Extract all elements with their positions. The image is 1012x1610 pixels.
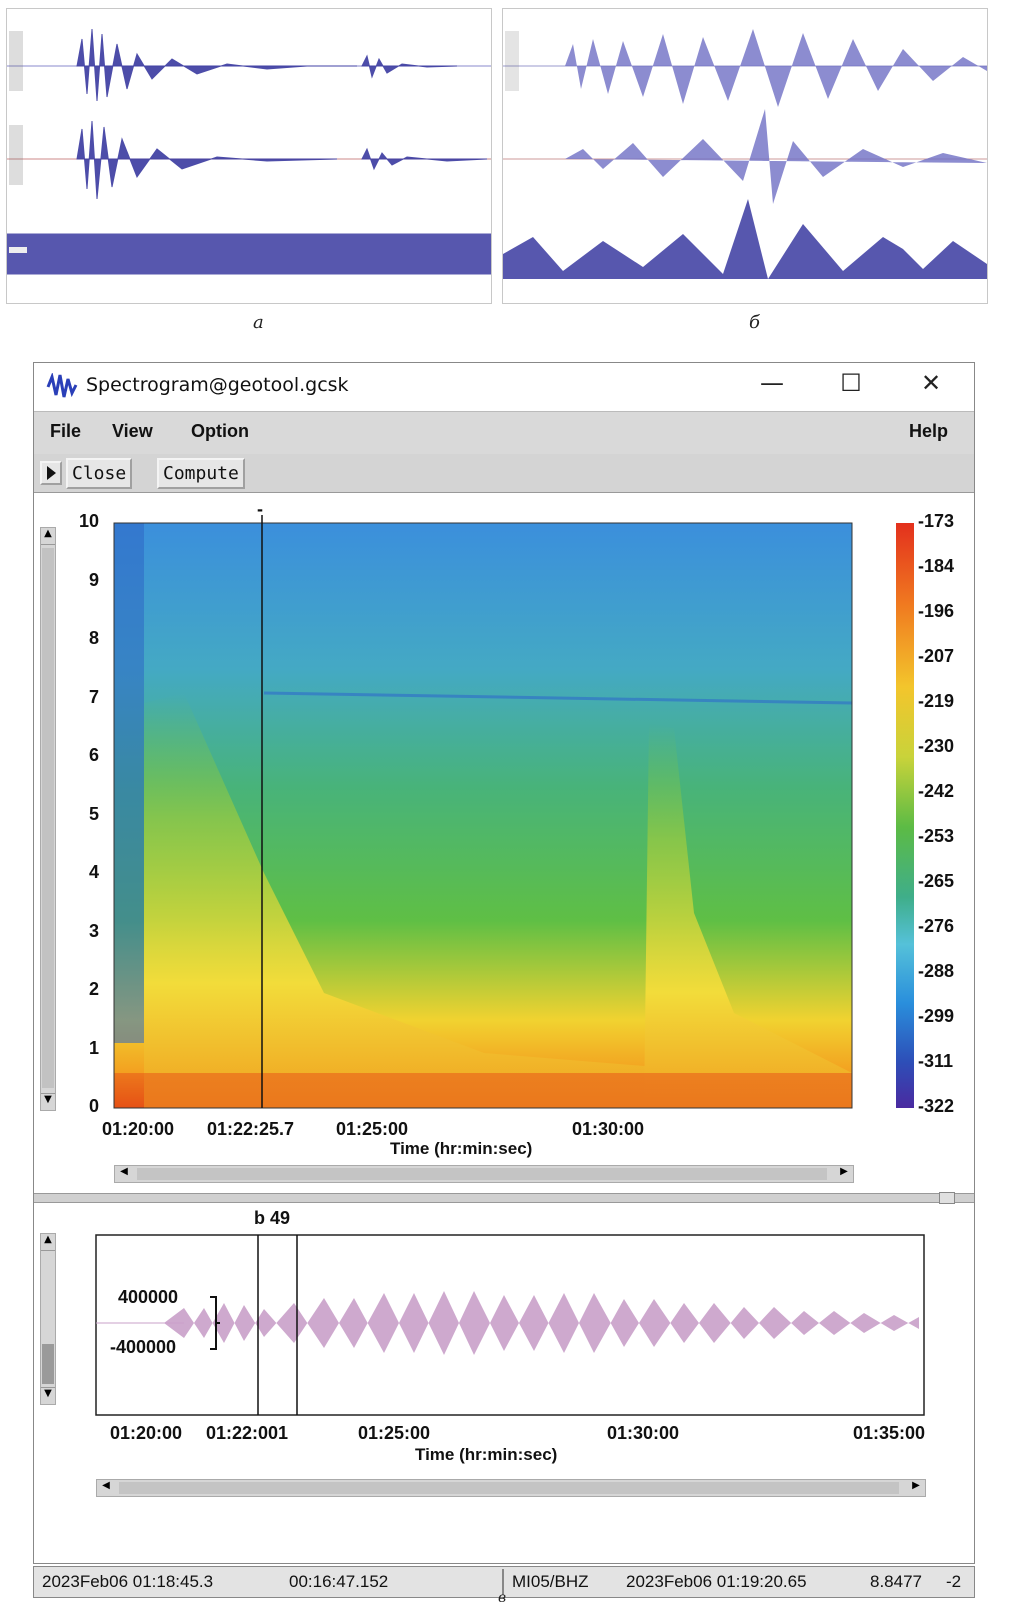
close-button[interactable]: Close (66, 458, 133, 489)
colorbar-label-12: -311 (918, 1051, 954, 1071)
maximize-button[interactable]: ☐ (840, 369, 862, 397)
window-title: Spectrogram@geotool.gcsk (86, 374, 349, 396)
scroll-right-icon[interactable]: ▶ (840, 1166, 848, 1177)
play-arrow-icon[interactable] (40, 461, 62, 485)
status-station: MI05/BHZ (512, 1572, 589, 1591)
spec-xtick-2: 01:22:25.7 (207, 1119, 295, 1139)
spec-ytick-7: 7 (89, 687, 100, 707)
menu-option[interactable]: Option (191, 421, 249, 441)
spec-ytick-3: 3 (89, 921, 100, 941)
wave-scroll-right-icon[interactable]: ▶ (912, 1480, 920, 1491)
spectrogram-vscroll[interactable]: ▲ ▼ (40, 527, 56, 1111)
sash-handle[interactable] (939, 1192, 955, 1204)
wave-xtick-4: 01:30:00 (607, 1423, 680, 1443)
wave-scroll-left-icon[interactable]: ◀ (102, 1480, 110, 1491)
title-bar[interactable]: Spectrogram@geotool.gcsk — ☐ ✕ (34, 363, 974, 411)
spectrogram-plot (113, 515, 914, 1109)
menu-view[interactable]: View (112, 421, 153, 441)
seismogram-panel-a (6, 8, 492, 304)
menu-bar: File View Option Help (34, 411, 974, 455)
spec-ytick-2: 2 (89, 979, 100, 999)
colorbar-label-3: -207 (918, 646, 955, 666)
scroll-down-icon[interactable]: ▼ (41, 1093, 55, 1110)
spec-ytick-1: 1 (89, 1038, 100, 1058)
seismogram-b-traces (503, 29, 987, 279)
status-value: 8.8477 (870, 1572, 922, 1591)
spec-xlabel: Time (hr:min:sec) (390, 1139, 533, 1158)
menu-file[interactable]: File (50, 421, 82, 441)
colorbar-label-2: -196 (918, 601, 955, 621)
wave-xlabel: Time (hr:min:sec) (415, 1445, 558, 1464)
pane-divider[interactable] (34, 1192, 974, 1204)
spec-ytick-0: 0 (89, 1096, 100, 1116)
wave-xtick-2: 01:22:001 (206, 1423, 289, 1443)
colorbar-label-13: -322 (918, 1096, 955, 1116)
menu-help[interactable]: Help (909, 421, 949, 441)
wave-xtick-3: 01:25:00 (358, 1423, 431, 1443)
spec-xtick-1: 01:20:00 (102, 1119, 175, 1139)
caption-b: б (749, 312, 760, 333)
colorbar-label-7: -253 (918, 826, 955, 846)
colorbar-label-6: -242 (918, 781, 955, 801)
colorbar-label-1: -184 (918, 556, 955, 576)
colorbar-label-8: -265 (918, 871, 955, 891)
spec-xtick-4: 01:30:00 (572, 1119, 645, 1139)
spec-ytick-9: 9 (89, 570, 100, 590)
colorbar-label-4: -219 (918, 691, 955, 711)
status-extra: -2 (946, 1572, 962, 1591)
status-duration: 00:16:47.152 (289, 1572, 389, 1591)
spectrogram-window: Spectrogram@geotool.gcsk — ☐ ✕ File View… (33, 362, 975, 1564)
minimize-button[interactable]: — (760, 369, 784, 397)
waveform-vscroll[interactable]: ▲ ▼ (40, 1233, 56, 1405)
colorbar-label-0: -173 (918, 511, 955, 531)
status-start: 2023Feb06 01:18:45.3 (42, 1572, 214, 1591)
colorbar-label-9: -276 (918, 916, 955, 936)
close-window-button[interactable]: ✕ (920, 369, 942, 397)
phase-label: b 49 (254, 1208, 291, 1228)
seismogram-panel-b (502, 8, 988, 304)
cursor-marker: - (257, 499, 263, 519)
waveform-plot (95, 1234, 925, 1416)
caption-a: а (253, 312, 264, 333)
compute-button[interactable]: Compute (157, 458, 245, 489)
spec-ytick-5: 5 (89, 804, 100, 824)
toolbar: Close Compute (34, 454, 974, 493)
status-pick-time: 2023Feb06 01:19:20.65 (626, 1572, 807, 1591)
scroll-left-icon[interactable]: ◀ (120, 1166, 128, 1177)
colorbar (896, 523, 914, 1108)
status-bar: 2023Feb06 01:18:45.3 00:16:47.152 MI05/B… (33, 1566, 975, 1598)
spec-ytick-10: 10 (79, 511, 100, 531)
colorbar-label-5: -230 (918, 736, 955, 756)
waveform-hscroll[interactable]: ◀ ▶ (96, 1479, 926, 1497)
app-icon (46, 373, 78, 399)
amp-top-label: 400000 (118, 1287, 179, 1307)
colorbar-label-10: -288 (918, 961, 955, 981)
spec-ytick-6: 6 (89, 745, 100, 765)
spectrogram-hscroll[interactable]: ◀ ▶ (114, 1165, 854, 1183)
wave-xtick-1: 01:20:00 (110, 1423, 183, 1443)
seismogram-a-traces (6, 28, 492, 275)
wave-scroll-up-icon[interactable]: ▲ (41, 1234, 55, 1251)
colorbar-label-11: -299 (918, 1006, 955, 1026)
spec-ytick-4: 4 (89, 862, 100, 882)
spec-xtick-3: 01:25:00 (336, 1119, 409, 1139)
spec-ytick-8: 8 (89, 628, 100, 648)
caption-c: в (498, 1590, 507, 1606)
wave-scroll-down-icon[interactable]: ▼ (41, 1387, 55, 1404)
amp-bottom-label: -400000 (110, 1337, 177, 1357)
wave-xtick-5: 01:35:00 (853, 1423, 926, 1443)
scroll-up-icon[interactable]: ▲ (41, 528, 55, 545)
